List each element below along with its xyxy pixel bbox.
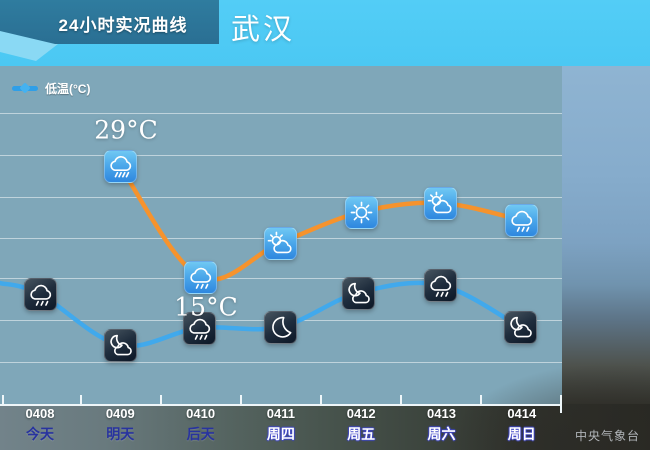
rain-icon [23,277,57,311]
weekday-label: 周四 [266,426,295,442]
weekday-label: 周五 [347,426,376,442]
date-label: 0411 [266,406,295,421]
sun-icon [344,195,378,229]
title-banner-shape [0,0,219,44]
axis-tick [160,395,162,404]
day-column-0414: 0414 周日 [482,406,562,444]
axis-tick [2,395,4,404]
rain-icon [423,268,457,302]
day-column-0411: 0411 周四 [241,406,321,444]
watermark: 中央气象台 [574,429,640,443]
sun-cloud-icon [423,186,457,220]
temp-label: 29°C [94,115,158,145]
day-column-0412: 0412 周五 [321,406,401,444]
date-label: 0412 [346,406,376,421]
gridline [0,113,562,114]
city-name: 武汉 [231,12,296,46]
legend-low-label: 低温(°C) [45,82,91,96]
day-column-0409: 0409 明天 [80,406,160,444]
weekday-label: 明天 [106,426,135,442]
night-cloud-icon [341,276,375,310]
axis-tick [560,395,562,404]
axis-tick [240,395,242,404]
moon-icon [263,310,297,344]
x-axis-labels: 0408 今天 0409 明天 0410 后天 0411 周四 0412 周五 0413 周六 0414… [0,406,562,448]
night-cloud-icon [503,310,537,344]
low-temp-line-icon [12,86,38,91]
background-photo-sky [562,66,650,450]
weekday-label: 周六 [427,426,456,442]
rain-icon [182,311,216,345]
night-cloud-icon [103,328,137,362]
date-label: 0408 [25,406,55,421]
date-label: 0413 [427,406,456,421]
gridline [0,362,562,363]
weekday-label: 周日 [507,426,536,442]
legend: 低温(°C) [12,80,90,97]
title-banner: 24小时实况曲线 [0,0,240,64]
weekday-label: 今天 [26,426,54,442]
axis-end-tick [560,406,562,413]
high-temp-curve [117,163,524,282]
date-label: 0409 [105,406,135,421]
page-title: 24小时实况曲线 [58,16,188,35]
sun-cloud-icon [263,226,297,260]
gridline [0,278,562,279]
temperature-chart: 29°C 15°C [0,66,562,413]
day-column-0408: 0408 今天 [0,406,80,444]
axis-tick [400,395,402,404]
day-column-0413: 0413 周六 [402,406,482,444]
rain-icon [183,260,217,294]
top-bar: 24小时实况曲线 武汉 [0,0,650,66]
axis-tick [320,395,322,404]
axis-tick [80,395,82,404]
date-label: 0410 [186,406,216,421]
gridline [0,197,562,198]
rain-icon [504,203,538,237]
weekday-label: 后天 [186,426,215,442]
rain-heavy-icon [103,149,137,183]
date-label: 0414 [507,406,537,421]
temp-label: 15°C [174,292,238,322]
gridline [0,155,562,156]
day-column-0410: 0410 后天 [161,406,241,444]
axis-tick [480,395,482,404]
